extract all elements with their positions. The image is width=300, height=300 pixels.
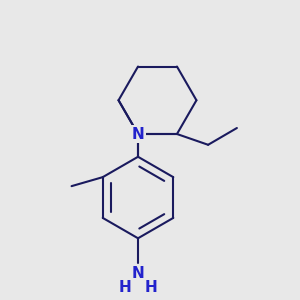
Text: N: N	[132, 127, 144, 142]
Text: H: H	[145, 280, 158, 295]
Text: H: H	[118, 280, 131, 295]
Text: N: N	[132, 266, 144, 281]
